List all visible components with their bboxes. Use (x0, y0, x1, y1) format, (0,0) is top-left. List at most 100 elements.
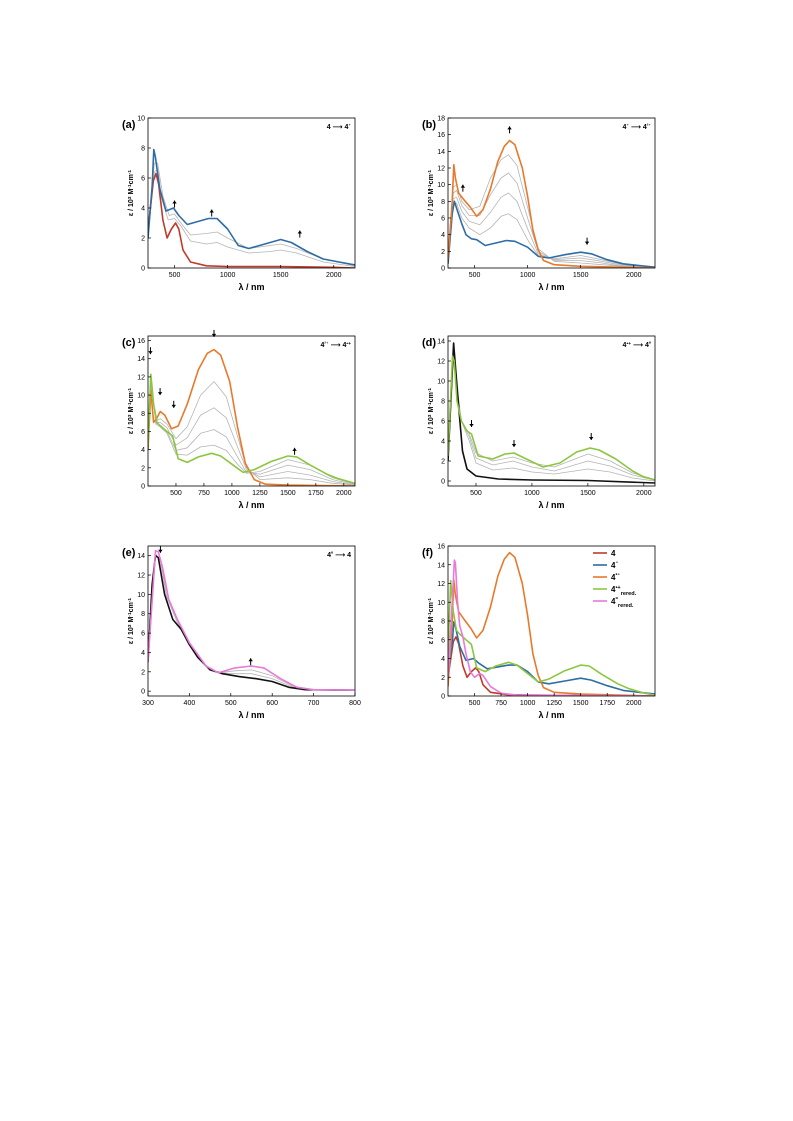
transition-label: 4⁰ ⟶ 4 (327, 552, 351, 560)
x-tick-label: 500 (225, 700, 237, 707)
x-tick-label: 1500 (573, 272, 589, 279)
x-tick-label: 2000 (626, 700, 642, 707)
trend-arrow-head (589, 437, 594, 440)
x-tick-label: 800 (349, 700, 361, 707)
y-tick-label: 12 (137, 374, 145, 381)
trend-arrow-head (292, 447, 297, 451)
x-tick-label: 400 (184, 700, 196, 707)
y-tick-label: 14 (437, 339, 445, 346)
y-tick-label: 14 (137, 553, 145, 560)
plot-frame (147, 335, 356, 487)
x-tick-label: 1000 (520, 700, 536, 707)
y-tick-label: 0 (141, 484, 145, 491)
x-tick-label: 1500 (580, 490, 596, 497)
y-tick-label: 10 (437, 182, 445, 189)
trend-arrow-head (211, 333, 217, 337)
x-tick-label: 500 (169, 272, 181, 279)
y-tick-label: 8 (441, 399, 445, 406)
series-line-gray (148, 162, 355, 267)
series-line-pink (148, 550, 355, 691)
series-line-gray (448, 348, 655, 482)
series-line-green (148, 373, 355, 485)
y-tick-label: 10 (437, 379, 445, 386)
plot-frame (147, 117, 356, 269)
trend-arrow-head (158, 549, 163, 553)
series-line-gray (448, 154, 655, 268)
x-tick-label: 500 (170, 490, 182, 497)
trend-arrow-head (209, 209, 214, 213)
series-line-gray (448, 192, 655, 268)
series-line-green (448, 579, 655, 696)
series-line-gray (148, 381, 355, 486)
x-tick-label: 2000 (636, 490, 652, 497)
y-tick-label: 4 (441, 232, 445, 239)
panel-e: 300 400 500 600 700 800 0 2 4 6 8 10 12 14 λ / nm ε / 1… (122, 545, 361, 720)
x-axis-label: λ / nm (538, 710, 564, 720)
panel-b: 500 1000 1500 2000 0 2 4 6 8 10 12 14 16 18 λ / nm ε / … (422, 116, 656, 292)
y-tick-label: 6 (141, 176, 145, 183)
y-tick-label: 4 (441, 439, 445, 446)
y-axis-label: ε / 103 M-1cm-1 (427, 388, 436, 435)
x-tick-label: 1750 (308, 490, 324, 497)
series-line-blue (148, 148, 355, 266)
y-tick-label: 16 (437, 132, 445, 139)
y-tick-label: 2 (141, 465, 145, 472)
x-tick-label: 1250 (252, 490, 268, 497)
x-tick-label: 1000 (524, 490, 540, 497)
series-line-red (148, 172, 355, 268)
x-tick-label: 2000 (336, 490, 352, 497)
y-tick-label: 4 (441, 656, 445, 663)
x-tick-label: 1000 (224, 490, 240, 497)
y-tick-label: 14 (437, 149, 445, 156)
panel-label: (a) (122, 119, 136, 131)
x-tick-label: 1750 (599, 700, 615, 707)
transition-label: 4²⁺ ⟶ 4•+ (320, 341, 351, 350)
y-tick-label: 0 (141, 689, 145, 696)
x-tick-label: 700 (308, 700, 320, 707)
series-line-gray (448, 350, 655, 481)
trend-arrow-head (248, 658, 253, 662)
panel-label: (e) (122, 547, 136, 559)
trend-arrow-head (172, 200, 177, 204)
x-tick-label: 750 (198, 490, 210, 497)
y-tick-label: 8 (141, 611, 145, 618)
y-tick-label: 2 (441, 675, 445, 682)
panel-a: 500 1000 1500 2000 0 2 4 6 8 10 λ / nm ε / 103 M-1c… (122, 116, 356, 292)
series-line-gray (148, 382, 355, 486)
x-tick-label: 300 (142, 700, 154, 707)
legend-label: 4 (611, 549, 616, 558)
y-tick-label: 2 (441, 459, 445, 466)
y-tick-label: 6 (441, 216, 445, 223)
y-axis-label: ε / 103 M-1cm-1 (427, 170, 436, 217)
x-tick-label: 1500 (280, 490, 296, 497)
trend-arrow-head (460, 184, 466, 188)
x-axis-label: λ / nm (538, 282, 564, 292)
y-tick-label: 18 (437, 116, 445, 123)
transition-label: 4⁺ ⟶ 4²⁺ (622, 123, 651, 132)
y-tick-label: 10 (137, 393, 145, 400)
x-tick-label: 1000 (520, 272, 536, 279)
y-tick-label: 12 (437, 166, 445, 173)
transition-label: 4 ⟶ 4⁺ (327, 123, 352, 132)
series-line-pink (448, 559, 655, 696)
y-tick-label: 2 (141, 236, 145, 243)
series-line-gray (148, 168, 355, 267)
x-tick-label: 2000 (626, 272, 642, 279)
y-tick-label: 2 (141, 669, 145, 676)
transition-label: 4•+ ⟶ 4⁰ (623, 342, 651, 350)
panel-f: 500 750 1000 1250 1500 1750 2000 0 2 4 6 8 10 12 14 16 λ… (422, 544, 656, 720)
series-line-gray (448, 172, 655, 268)
y-axis-label: ε / 103 M-1cm-1 (127, 598, 136, 645)
y-axis-label: ε / 103 M-1cm-1 (427, 598, 436, 645)
trend-arrow-head (148, 351, 153, 355)
y-tick-label: 4 (141, 447, 145, 454)
y-tick-label: 10 (437, 600, 445, 607)
x-tick-label: 750 (495, 700, 507, 707)
x-tick-label: 500 (469, 700, 481, 707)
series-line-gray (148, 380, 355, 485)
series-line-orange (448, 139, 655, 268)
series-line-gray (448, 202, 655, 268)
series-line-gray (148, 377, 355, 485)
legend-label: 4•+rered. (611, 585, 637, 597)
